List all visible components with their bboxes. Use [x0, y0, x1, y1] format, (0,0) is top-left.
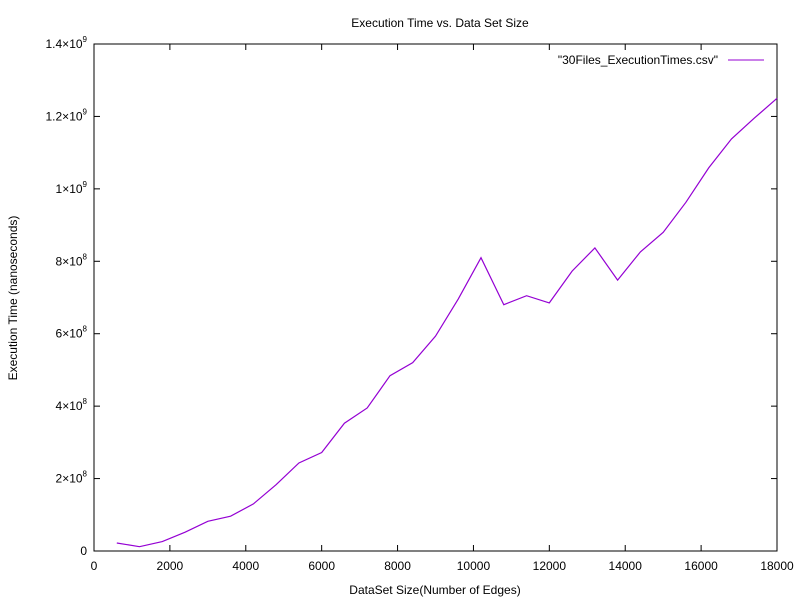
x-tick-label: 4000 — [232, 559, 259, 573]
x-tick-label: 8000 — [384, 559, 411, 573]
plot-frame — [93, 43, 778, 552]
x-tick-label: 12000 — [533, 559, 567, 573]
y-tick-label: 6×108 — [56, 325, 88, 341]
plot-frame-border — [93, 43, 778, 552]
y-tick-label: 1.4×109 — [46, 35, 88, 51]
y-axis: 0 2×108 4×108 6×108 8×108 1×109 1.2×109 1.4×109 — [46, 35, 777, 558]
x-tick-label: 6000 — [308, 559, 335, 573]
x-tick-label: 14000 — [609, 559, 643, 573]
x-tick-label: 10000 — [457, 559, 491, 573]
y-tick-label: 0 — [80, 544, 87, 558]
y-axis-label: Execution Time (nanoseconds) — [6, 216, 20, 381]
x-axis-label: DataSet Size(Number of Edges) — [349, 583, 520, 597]
x-tick-label: 16000 — [684, 559, 718, 573]
legend-entry-label: "30Files_ExecutionTimes.csv" — [558, 53, 718, 67]
x-tick-label: 2000 — [157, 559, 184, 573]
x-axis: 0 2000 4000 6000 8000 10000 12000 14000 16000 180… — [91, 44, 794, 573]
series-line — [116, 97, 778, 548]
y-tick-label: 8×108 — [56, 252, 88, 268]
series-lines — [116, 97, 778, 548]
chart-title: Execution Time vs. Data Set Size — [351, 16, 529, 30]
x-tick-label: 0 — [91, 559, 98, 573]
y-tick-label: 4×108 — [56, 397, 88, 413]
y-tick-label: 2×108 — [56, 470, 88, 486]
x-tick-label: 18000 — [760, 559, 794, 573]
legend: "30Files_ExecutionTimes.csv" — [558, 53, 764, 67]
y-tick-label: 1.2×109 — [46, 107, 88, 123]
y-tick-label: 1×109 — [56, 180, 88, 196]
